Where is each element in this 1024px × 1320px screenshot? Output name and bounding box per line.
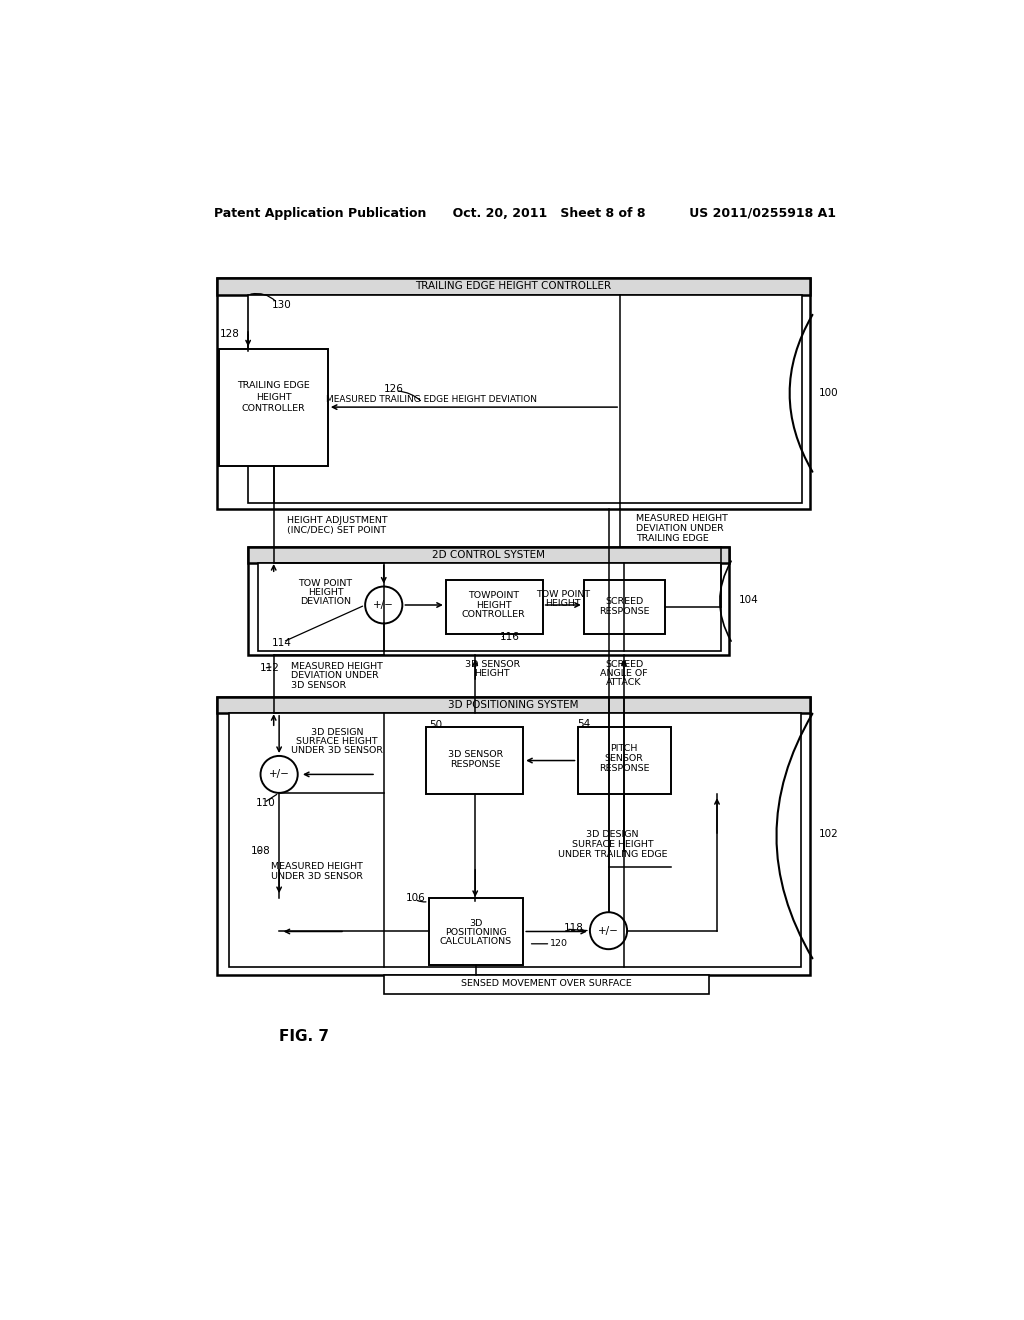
Text: SENSED MOVEMENT OVER SURFACE: SENSED MOVEMENT OVER SURFACE [461,979,632,989]
Text: 54: 54 [578,719,591,730]
Bar [248,294,802,503]
Text: 3D: 3D [469,919,482,928]
Text: (INC/DEC) SET POINT: (INC/DEC) SET POINT [287,525,386,535]
Text: 102: 102 [819,829,839,840]
Text: TRAILING EDGE: TRAILING EDGE [636,535,709,544]
Text: TOW POINT: TOW POINT [536,590,590,599]
Text: SCREED: SCREED [605,597,643,606]
Text: 2D CONTROL SYSTEM: 2D CONTROL SYSTEM [432,550,545,560]
Text: 120: 120 [550,940,568,948]
Text: HEIGHT: HEIGHT [474,669,510,678]
Bar [445,581,543,635]
Text: CONTROLLER: CONTROLLER [462,610,525,619]
Text: 50: 50 [429,721,441,730]
Text: 3D POSITIONING SYSTEM: 3D POSITIONING SYSTEM [447,700,579,710]
Text: SURFACE HEIGHT: SURFACE HEIGHT [571,840,653,849]
Text: 112: 112 [260,663,280,673]
Text: MEASURED HEIGHT: MEASURED HEIGHT [636,515,727,523]
Text: +/−: +/− [374,601,394,610]
Bar [248,548,729,655]
Text: SURFACE HEIGHT: SURFACE HEIGHT [296,737,378,746]
Text: FIG. 7: FIG. 7 [280,1028,329,1044]
Text: RESPONSE: RESPONSE [599,764,649,772]
Text: 106: 106 [406,892,425,903]
Text: 3D DESIGN: 3D DESIGN [586,830,639,840]
Text: TRAILING EDGE HEIGHT CONTROLLER: TRAILING EDGE HEIGHT CONTROLLER [415,281,611,292]
Text: CALCULATIONS: CALCULATIONS [440,937,512,946]
Bar [228,713,801,966]
Text: HEIGHT: HEIGHT [545,599,581,609]
Text: TOW POINT: TOW POINT [299,579,352,587]
Text: 104: 104 [738,594,759,605]
Text: UNDER TRAILING EDGE: UNDER TRAILING EDGE [558,850,667,859]
Text: RESPONSE: RESPONSE [599,607,649,615]
Text: 3D SENSOR: 3D SENSOR [447,750,503,759]
Text: 3D DESIGN: 3D DESIGN [311,727,364,737]
Text: 116: 116 [500,632,520,643]
Text: HEIGHT: HEIGHT [308,589,343,597]
Text: 3D SENSOR: 3D SENSOR [291,681,346,689]
Text: 3D SENSOR: 3D SENSOR [465,660,520,669]
Text: MEASURED HEIGHT: MEASURED HEIGHT [291,663,383,671]
Text: TOWPOINT: TOWPOINT [468,591,519,601]
Text: RESPONSE: RESPONSE [450,760,501,768]
Text: Patent Application Publication      Oct. 20, 2011   Sheet 8 of 8          US 201: Patent Application Publication Oct. 20, … [214,207,836,220]
Text: 130: 130 [271,300,291,310]
Text: DEVIATION UNDER: DEVIATION UNDER [636,524,723,533]
Text: MEASURED TRAILING EDGE HEIGHT DEVIATION: MEASURED TRAILING EDGE HEIGHT DEVIATION [327,395,538,404]
Text: +/−: +/− [268,770,290,779]
Text: HEIGHT ADJUSTMENT: HEIGHT ADJUSTMENT [287,516,387,525]
Text: +/−: +/− [598,925,618,936]
Bar [217,277,810,294]
Bar [426,726,523,793]
Bar [258,562,721,651]
Bar [248,548,729,562]
Text: 110: 110 [256,797,275,808]
Text: PITCH: PITCH [610,744,638,754]
Text: UNDER 3D SENSOR: UNDER 3D SENSOR [291,746,383,755]
Text: ANGLE OF: ANGLE OF [600,669,648,678]
Bar [584,581,665,635]
Text: SENSOR: SENSOR [604,754,643,763]
Text: ATTACK: ATTACK [606,678,642,688]
Text: MEASURED HEIGHT: MEASURED HEIGHT [271,862,364,871]
Bar [384,974,710,994]
Text: HEIGHT: HEIGHT [256,392,292,401]
Bar [217,277,810,508]
Text: TRAILING EDGE: TRAILING EDGE [238,381,310,389]
Text: DEVIATION UNDER: DEVIATION UNDER [291,672,379,680]
Text: 114: 114 [271,639,291,648]
Bar [217,697,810,713]
Text: 108: 108 [251,846,270,857]
Text: DEVIATION: DEVIATION [300,598,351,606]
Text: HEIGHT: HEIGHT [476,601,512,610]
Bar [578,726,671,793]
Text: 100: 100 [819,388,839,399]
Bar [429,898,523,965]
Text: SCREED: SCREED [605,660,643,669]
Text: 126: 126 [384,384,403,395]
Bar [217,697,810,974]
Bar [219,348,328,466]
Text: 128: 128 [219,329,240,339]
Text: CONTROLLER: CONTROLLER [242,404,305,413]
Text: 118: 118 [563,924,584,933]
Text: UNDER 3D SENSOR: UNDER 3D SENSOR [271,871,364,880]
Text: POSITIONING: POSITIONING [445,928,507,937]
